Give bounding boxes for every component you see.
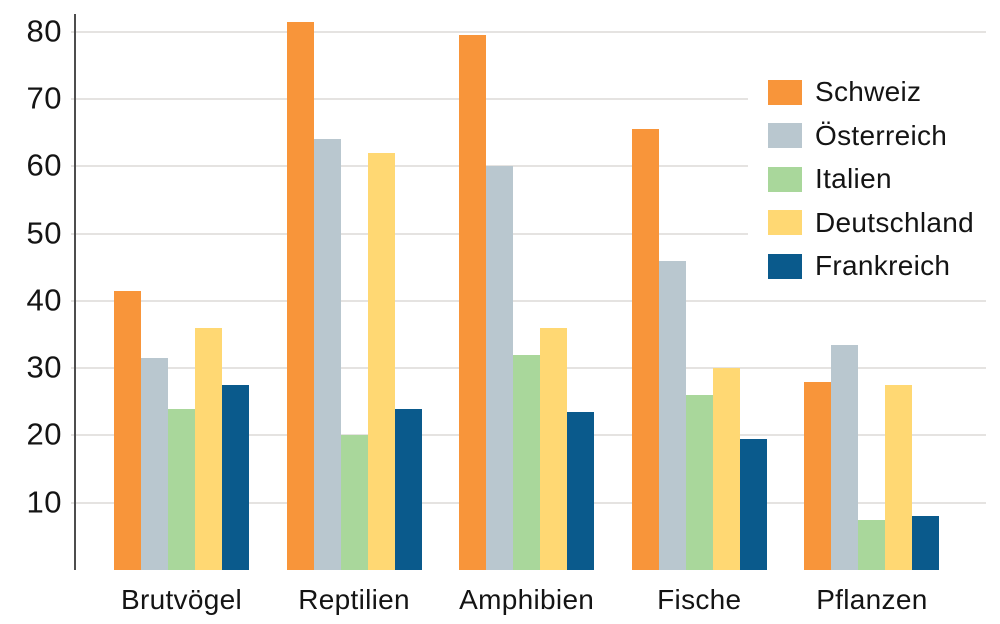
bar-deutschland-brutvögel <box>195 327 222 570</box>
legend-label: Frankreich <box>815 250 951 282</box>
bar-österreich-reptilien <box>313 139 341 570</box>
bar-frankreich-reptilien <box>394 408 422 570</box>
gridline-70 <box>71 98 986 101</box>
x-axis-category-label: Brutvögel <box>121 584 242 615</box>
y-axis-tick-label: 80 <box>26 13 62 49</box>
gridline-40 <box>71 299 986 302</box>
legend-swatch-icon <box>768 253 802 279</box>
y-axis-tick-label: 10 <box>26 483 62 519</box>
bar-frankreich-amphibien <box>567 411 595 570</box>
bar-deutschland-reptilien <box>367 152 395 570</box>
legend-label: Schweiz <box>815 76 922 107</box>
gridline-80 <box>71 30 986 33</box>
x-axis-category-label: Amphibien <box>459 584 595 615</box>
legend-label: Italien <box>815 163 892 195</box>
gridline-60 <box>71 165 986 168</box>
legend-item-italien: Italien <box>768 163 1000 195</box>
bar-italien-pflanzen <box>858 519 886 570</box>
bar-schweiz-pflanzen <box>804 381 832 570</box>
bar-österreich-fische <box>658 260 686 570</box>
y-axis-tick-label: 60 <box>26 147 62 183</box>
bar-frankreich-pflanzen <box>912 516 940 570</box>
legend-item-deutschland: Deutschland <box>768 207 1000 239</box>
gridline-50 <box>71 232 986 235</box>
bar-schweiz-fische <box>631 129 659 570</box>
y-axis-tick-label: 70 <box>26 80 62 116</box>
bar-deutschland-fische <box>712 368 740 570</box>
bar-schweiz-reptilien <box>286 21 314 570</box>
y-axis-tick-label: 40 <box>26 282 62 318</box>
x-axis-category-label: Pflanzen <box>816 584 928 615</box>
legend-swatch-icon <box>768 166 802 192</box>
bar-italien-fische <box>685 395 713 570</box>
bar-frankreich-fische <box>739 438 767 570</box>
bar-italien-reptilien <box>340 435 368 570</box>
x-axis-category-label: Reptilien <box>298 584 410 615</box>
y-axis-tick-label: 50 <box>26 214 62 250</box>
legend-item-frankreich: Frankreich <box>768 250 1000 282</box>
bar-österreich-amphibien <box>486 166 514 570</box>
x-axis-category-label: Fische <box>657 584 742 615</box>
legend-item-schweiz: Schweiz <box>768 76 1000 108</box>
legend-item-österreich: Österreich <box>768 120 1000 152</box>
bar-österreich-pflanzen <box>831 344 859 570</box>
legend-swatch-icon <box>768 79 802 105</box>
bar-frankreich-brutvögel <box>222 385 249 570</box>
legend-label: Deutschland <box>815 206 974 238</box>
legend: Schweiz Österreich Italien Deutschland Frank… <box>748 55 1000 291</box>
bar-deutschland-pflanzen <box>885 385 913 570</box>
bar-italien-brutvögel <box>168 408 195 570</box>
legend-swatch-icon <box>768 123 802 149</box>
bar-italien-amphibien <box>513 354 541 570</box>
bar-schweiz-amphibien <box>459 35 487 570</box>
bar-deutschland-amphibien <box>540 327 568 570</box>
y-axis-tick-label: 20 <box>26 416 62 452</box>
legend-label: Österreich <box>815 119 948 151</box>
bar-österreich-brutvögel <box>141 358 168 570</box>
bar-schweiz-brutvögel <box>114 290 141 570</box>
y-axis-tick-label: 30 <box>26 349 62 385</box>
y-axis-line <box>74 14 76 570</box>
legend-swatch-icon <box>768 210 802 236</box>
